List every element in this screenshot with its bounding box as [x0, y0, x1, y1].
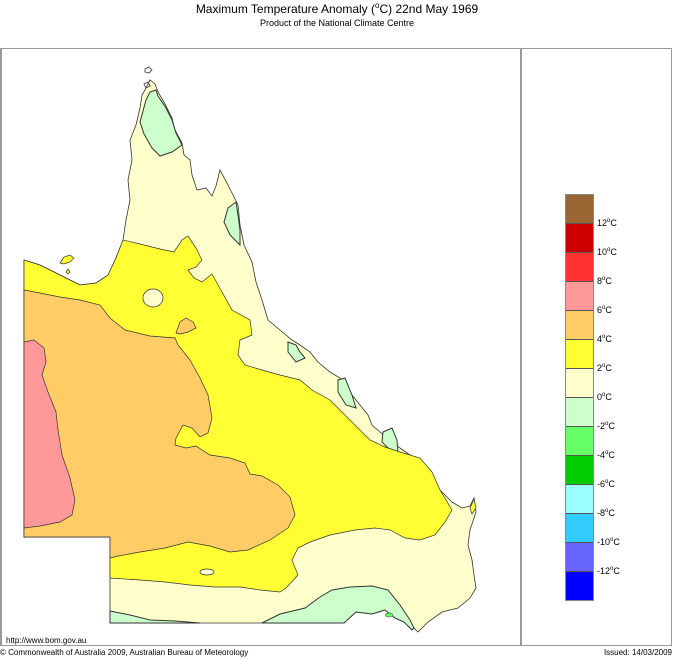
map-subtitle: Product of the National Climate Centre: [259, 18, 415, 28]
legend-label-6: 6oC: [597, 305, 612, 315]
region-anom-m2-0-east2: [287, 341, 306, 363]
region-anom-0-2-island: [142, 288, 164, 308]
region-anom-m2-0-southeast: [261, 585, 415, 631]
degree-mark: o: [375, 1, 380, 10]
legend-band-above-12: [566, 195, 593, 224]
region-anom-m4-m2: [384, 612, 394, 618]
legend-label-8: 8oC: [597, 276, 612, 286]
legend-label-m10: -10oC: [597, 537, 620, 547]
legend-label-10: 10oC: [597, 247, 617, 257]
torres-strait-island: [144, 66, 153, 74]
legend-band-m6-m4: [566, 456, 593, 485]
legend-band-4-6: [566, 311, 593, 340]
legend-band-6-8: [566, 282, 593, 311]
legend-label-m2: -2oC: [597, 421, 615, 431]
legend-label-0: 0oC: [597, 392, 612, 402]
map-frame: [0, 48, 672, 646]
legend-band-m12-m10: [566, 543, 593, 572]
torres-strait-island-2: [143, 81, 151, 89]
legend-label-2: 2oC: [597, 363, 612, 373]
legend-band-0-2: [566, 369, 593, 398]
legend-band-10-12: [566, 224, 593, 253]
legend-band-2-4: [566, 340, 593, 369]
legend-band-m8-m6: [566, 485, 593, 514]
color-legend: [565, 194, 594, 601]
legend-band-m10-m8: [566, 514, 593, 543]
region-anom-0-2-island-south: [199, 568, 215, 576]
issued-date: Issued: 14/03/2009: [603, 648, 672, 657]
legend-band-m4-m2: [566, 427, 593, 456]
legend-band-m2-0: [566, 398, 593, 427]
region-anom-m2-0-east3: [337, 377, 357, 409]
panel-divider: [520, 48, 522, 646]
legend-label-m4: -4oC: [597, 450, 615, 460]
region-anom-6-8: [23, 339, 76, 529]
legend-label-4: 4oC: [597, 334, 612, 344]
fraser-island: [469, 497, 477, 515]
map-title: Maximum Temperature Anomaly (oC) 22nd Ma…: [0, 0, 674, 16]
region-anom-m2-0-capeyork: [139, 89, 183, 157]
region-anom-4-6: [23, 289, 296, 559]
legend-label-m8: -8oC: [597, 508, 615, 518]
copyright-notice: © Commonwealth of Australia 2009, Austra…: [0, 648, 249, 657]
bom-url-link[interactable]: http://www.bom.gov.au: [6, 636, 87, 645]
legend-label-m12: -12oC: [597, 566, 620, 576]
title-prefix: Maximum Temperature Anomaly (: [195, 2, 375, 16]
gulf-small-island: [65, 268, 71, 275]
legend-band-below-m12: [566, 572, 593, 600]
legend-label-m6: -6oC: [597, 479, 615, 489]
legend-band-8-10: [566, 253, 593, 282]
region-anom-m2-0-south: [109, 610, 201, 624]
legend-label-12: 12oC: [597, 218, 617, 228]
mornington-island: [59, 254, 75, 265]
title-suffix: C) 22nd May 1969: [379, 2, 479, 16]
region-anom-4-6-blob: [175, 317, 197, 335]
region-anom-m2-0-east1: [223, 201, 241, 247]
